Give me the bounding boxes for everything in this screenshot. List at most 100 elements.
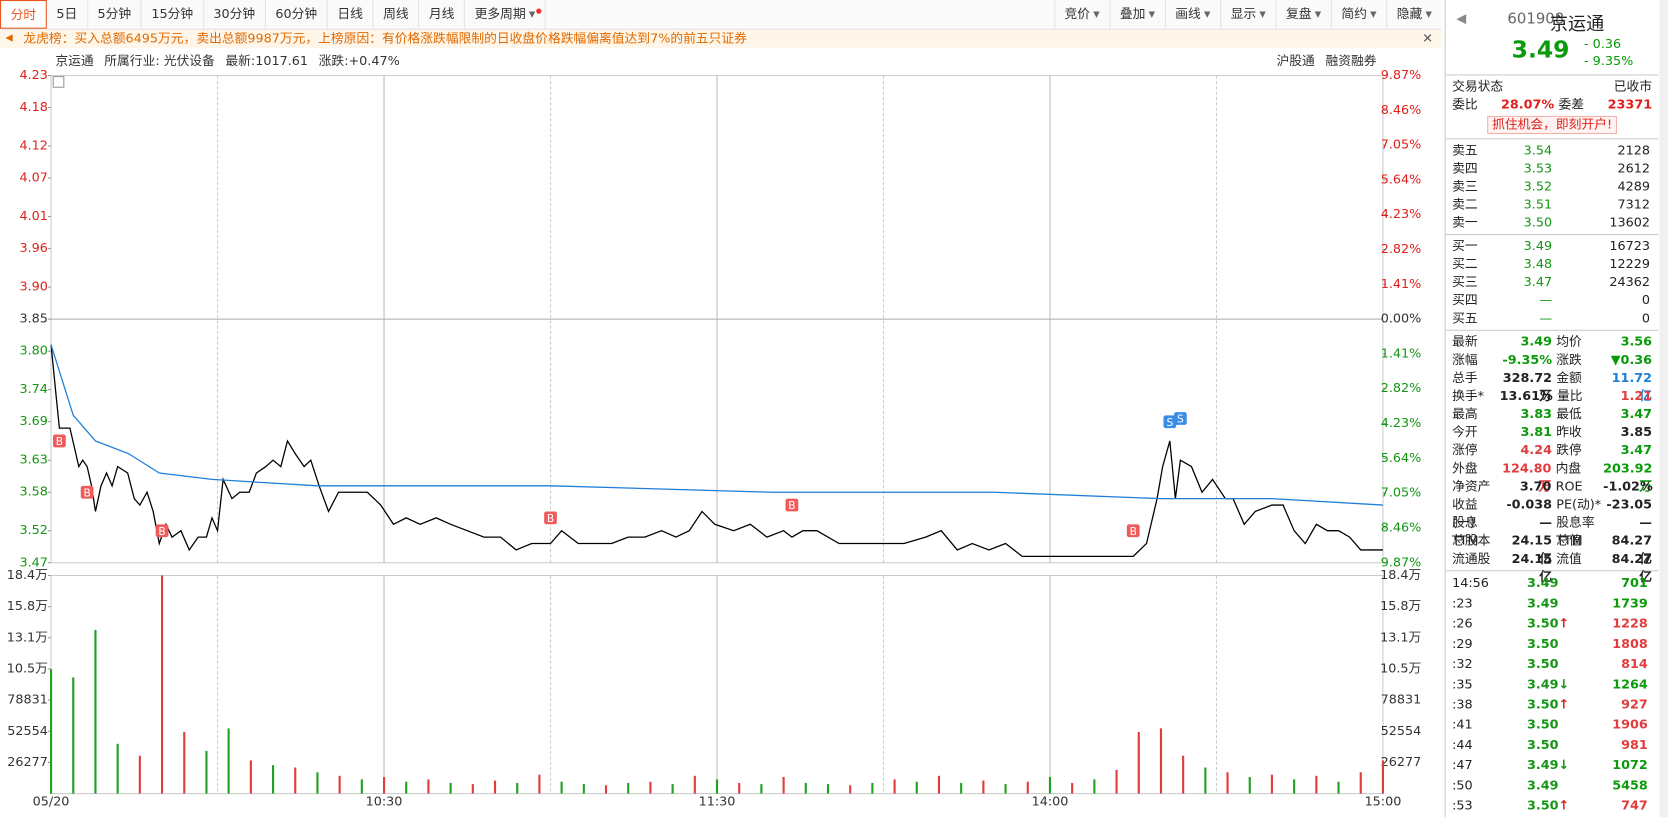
cell: 3.50 [1526, 636, 1559, 652]
cell: 最低 [1556, 406, 1582, 422]
link[interactable]: 融资融券 [1325, 53, 1377, 69]
direction-arrow [1558, 654, 1571, 674]
row: 涨幅 -9.35% 涨跌 ▼0.36 [1446, 351, 1659, 369]
cell: :23 [1452, 595, 1473, 611]
cell: 总手 [1452, 370, 1478, 386]
cell: — [1639, 514, 1653, 530]
cell: — [1539, 292, 1553, 308]
cell: ROE [1555, 478, 1583, 494]
row: 卖二 3.51 7312 [1446, 196, 1659, 214]
row: :44 3.50 981 [1446, 735, 1659, 755]
marker-box [53, 434, 66, 448]
cell: :29 [1452, 636, 1473, 652]
volume-bar [715, 779, 719, 794]
y2-tick-label: 1.41% [1381, 346, 1422, 361]
marker-label: S [1166, 416, 1173, 429]
volume-bar [405, 781, 408, 794]
period-tab[interactable]: 5日 [47, 0, 88, 29]
tool-button[interactable]: 显示 [1219, 0, 1275, 29]
industry: 所属行业: 光伏设备 [104, 53, 215, 69]
cell: -0.038 [1506, 496, 1553, 512]
quote-header: ◀ 601908 京运通 3.49 - 0.36 - 9.35% [1445, 0, 1659, 76]
cell: -23.05 [1606, 496, 1653, 512]
cell: 交易状态 [1452, 78, 1504, 94]
marker-box [1163, 415, 1177, 429]
cell: 总股本 [1452, 532, 1491, 548]
marker-label: B [56, 435, 63, 448]
period-tab[interactable]: 更多周期 [465, 0, 546, 29]
period-tab[interactable]: 15分钟 [142, 0, 204, 29]
close-button[interactable]: ✕ [1422, 30, 1433, 46]
period-tab[interactable]: 分时 [0, 0, 47, 29]
tool-button[interactable]: 复盘 [1275, 0, 1330, 29]
cell: 3.51 [1523, 196, 1553, 212]
trade-marker: B [155, 524, 169, 538]
cell: 14:56 [1452, 575, 1489, 591]
volume-bar [382, 776, 386, 794]
period-tab[interactable]: 周线 [374, 0, 420, 29]
tool-button[interactable]: 竞价 [1053, 0, 1109, 29]
volume-bar [1315, 775, 1318, 794]
cell: 84.27亿 [1611, 532, 1653, 566]
cell: 总值 [1556, 532, 1582, 548]
x-tick-label: 10:30 [366, 795, 403, 810]
cell: 外盘 [1452, 460, 1478, 476]
cell: 均价 [1556, 334, 1582, 349]
y2-tick-label: 2.82% [1381, 242, 1422, 257]
y2-tick-label: 52554 [1381, 724, 1422, 739]
volume-bar [738, 782, 741, 794]
cell: 3.83 [1520, 406, 1553, 422]
cell: 3.53 [1523, 160, 1553, 176]
direction-arrow: ↑ [1558, 615, 1570, 631]
cell: 涨幅 [1452, 352, 1478, 368]
y-tick-label: 4.18 [19, 100, 47, 115]
cell: 0 [1641, 310, 1650, 326]
tool-button[interactable]: 隐藏 [1386, 0, 1441, 29]
promo[interactable]: 抓住机会，即刻开户! [1487, 115, 1617, 135]
y2-tick-label: 5.64% [1381, 172, 1422, 187]
cell: 3.49 [1526, 757, 1559, 773]
direction-arrow [1558, 594, 1571, 614]
tool-button[interactable]: 叠加 [1109, 0, 1164, 29]
status-section: 交易状态 已收市 委比 28.07% 委差 23371 抓住机会，即刻开户! [1445, 76, 1659, 140]
period-tab[interactable]: 60分钟 [266, 0, 328, 29]
volume-bar [1004, 784, 1007, 794]
y2-tick-label: 9.87% [1381, 68, 1422, 83]
y2-tick-label: 10.5万 [1380, 661, 1421, 676]
period-tab[interactable]: 5分钟 [88, 0, 142, 29]
link[interactable]: 沪股通 [1276, 53, 1315, 69]
cell: 747 [1621, 797, 1648, 813]
y-tick-label: 3.47 [19, 555, 47, 570]
period-tab[interactable]: 日线 [328, 0, 374, 29]
period-tab[interactable]: 月线 [419, 0, 466, 29]
tools: 竞价叠加画线显示复盘简约隐藏 [1053, 0, 1442, 29]
code: 601908 [1507, 10, 1565, 28]
direction-arrow [1558, 573, 1571, 593]
tool-button[interactable]: 画线 [1164, 0, 1220, 29]
links: 沪股通 融资融券 [1277, 51, 1377, 69]
cell: 流通股 [1452, 551, 1491, 566]
trade-marker: B [785, 498, 799, 512]
scrollbar[interactable] [1659, 0, 1669, 817]
cell: 涨停 [1452, 442, 1478, 458]
tool-button[interactable]: 简约 [1330, 0, 1386, 29]
volume-bar [116, 743, 119, 794]
cell: 买三 [1452, 274, 1478, 290]
y2-tick-label: 7.05% [1381, 138, 1422, 153]
cell: 5458 [1612, 777, 1648, 793]
zoom-icon [52, 76, 65, 88]
period-tab[interactable]: 30分钟 [204, 0, 266, 29]
y-tick-label: 4.23 [19, 68, 47, 83]
direction-arrow [1558, 735, 1571, 755]
cell: 3.49 [1520, 334, 1553, 349]
y2-tick-label: 8.46% [1381, 103, 1422, 118]
prev-arrow[interactable]: ◀ [1456, 10, 1467, 26]
cell: 卖一 [1452, 214, 1478, 230]
cell: -9.35% [1502, 352, 1553, 368]
y-tick-label: 4.12 [19, 139, 47, 154]
cell: 买二 [1452, 256, 1478, 272]
cell: 28.07% [1501, 96, 1555, 112]
cell: 3.50 [1526, 737, 1559, 753]
cell: 1228 [1612, 615, 1648, 631]
y-tick-label: 3.90 [19, 280, 47, 295]
